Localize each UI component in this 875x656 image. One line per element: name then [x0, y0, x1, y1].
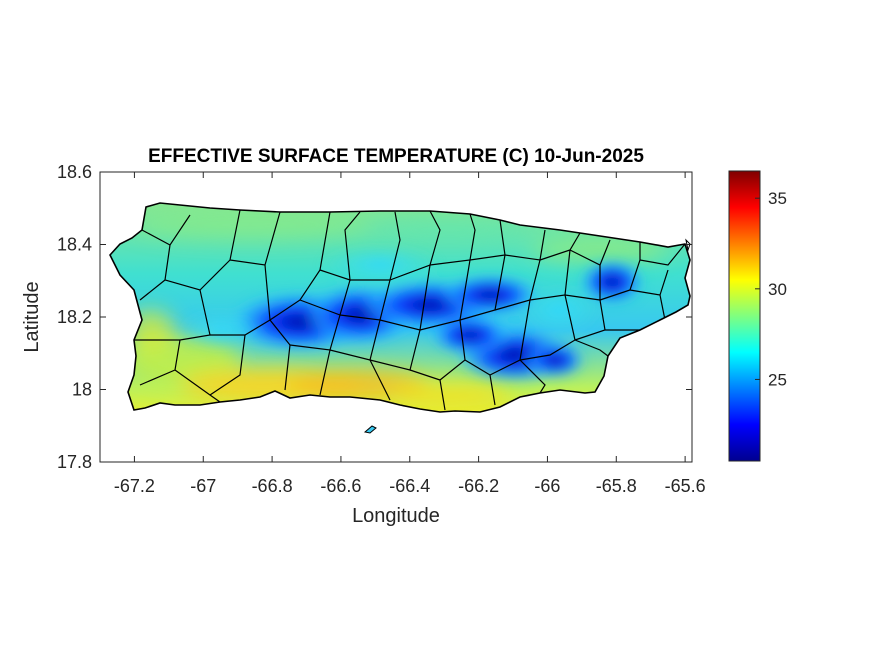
x-tick-label: -67.2 — [114, 476, 155, 496]
y-tick-label: 18.6 — [57, 162, 92, 182]
x-tick-label: -66.6 — [320, 476, 361, 496]
y-tick-label: 18.4 — [57, 235, 92, 255]
x-tick-label: -65.6 — [665, 476, 706, 496]
colorbar-tick-label: 30 — [768, 280, 787, 299]
y-tick-label: 17.8 — [57, 452, 92, 472]
y-axis-ticks: 17.8 18 18.2 18.4 18.6 — [57, 162, 692, 472]
caja-de-muertos-island — [363, 425, 377, 434]
x-tick-label: -66.4 — [389, 476, 430, 496]
municipality-boundaries — [134, 209, 686, 411]
x-tick-label: -66.8 — [252, 476, 293, 496]
x-tick-label: -66.2 — [458, 476, 499, 496]
y-tick-label: 18 — [72, 380, 92, 400]
x-tick-label: -65.8 — [596, 476, 637, 496]
chart-title: EFFECTIVE SURFACE TEMPERATURE (C) 10-Jun… — [148, 146, 644, 167]
y-tick-label: 18.2 — [57, 307, 92, 327]
colorbar-tick-label: 25 — [768, 370, 787, 389]
x-tick-label: -67 — [190, 476, 216, 496]
x-tick-label: -66 — [534, 476, 560, 496]
colorbar-ticks: 25 30 35 — [755, 189, 787, 389]
colorbar-tick-label: 35 — [768, 189, 787, 208]
colorbar — [728, 170, 761, 462]
x-axis-label: Longitude — [352, 505, 440, 527]
y-axis-label: Latitude — [21, 281, 43, 352]
x-axis-ticks: -67.2 -67 -66.8 -66.6 -66.4 -66.2 -66 -65.8 -65.… — [114, 172, 706, 496]
